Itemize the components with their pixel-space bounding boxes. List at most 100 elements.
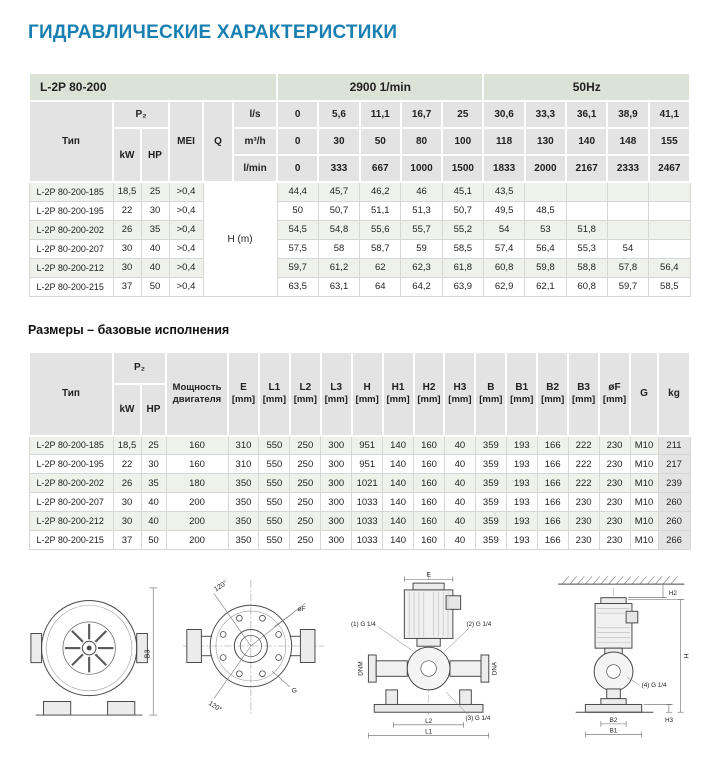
value-cell: 160 bbox=[413, 454, 445, 474]
value-cell: 50 bbox=[140, 530, 167, 550]
value-cell: 193 bbox=[505, 473, 538, 493]
value-cell: 140 bbox=[382, 435, 415, 455]
flow-value-cell: 41,1 bbox=[647, 100, 692, 129]
table-row: L-2P 80-200-215 37 50 200 350 550 250 300 1033 14… bbox=[28, 530, 691, 550]
b2-dimension-line bbox=[600, 720, 627, 727]
value-cell: 58,7 bbox=[359, 238, 402, 259]
value-cell: 140 bbox=[382, 530, 415, 550]
value-cell: 230 bbox=[598, 435, 631, 455]
dim-label-angle-bottom: 120° bbox=[207, 699, 223, 714]
bolt-holes bbox=[219, 614, 283, 678]
value-cell: 350 bbox=[227, 473, 260, 493]
header-mei: MEI bbox=[168, 100, 204, 183]
value-cell: 50,7 bbox=[441, 200, 484, 221]
value-cell: 57,4 bbox=[482, 238, 526, 259]
value-cell: 160 bbox=[413, 435, 445, 455]
value-cell: 40 bbox=[140, 257, 170, 278]
value-cell: 350 bbox=[227, 511, 260, 531]
table-band-row: L-2P 80-200 2900 1/min 50Hz bbox=[27, 72, 691, 102]
value-cell: 50,7 bbox=[317, 200, 361, 221]
header-dim-H3: H3 [mm] bbox=[443, 350, 477, 437]
plug1-label: (1) G 1/4 bbox=[351, 621, 376, 628]
value-cell: 55,2 bbox=[441, 219, 484, 240]
value-cell: 250 bbox=[289, 473, 322, 493]
value-cell: 222 bbox=[567, 454, 600, 474]
dim-label-b3: B3 bbox=[142, 649, 151, 658]
value-cell: 230 bbox=[598, 492, 631, 512]
flow-value-cell: 38,9 bbox=[606, 100, 650, 129]
value-cell: 37 bbox=[112, 530, 142, 550]
value-cell: 230 bbox=[567, 511, 600, 531]
header-dim-H2: H2 [mm] bbox=[412, 350, 446, 437]
value-cell: 56,4 bbox=[524, 238, 567, 259]
value-cell: 193 bbox=[505, 492, 538, 512]
value-cell: 30 bbox=[112, 238, 142, 259]
flow-value-cell: 2000 bbox=[523, 154, 568, 183]
value-cell: 60,8 bbox=[482, 257, 526, 278]
header-dim-H: H [mm] bbox=[350, 350, 384, 437]
value-cell: 57,8 bbox=[606, 257, 650, 278]
motor-fins bbox=[408, 591, 449, 637]
value-cell: 300 bbox=[320, 511, 353, 531]
value-cell: 55,3 bbox=[565, 238, 608, 259]
flow-value-cell: 155 bbox=[647, 127, 692, 156]
table-row: L-2P 80-200-195 22 30 160 310 550 250 300 951 140… bbox=[28, 454, 691, 474]
value-cell: 26 bbox=[112, 473, 142, 493]
value-cell: 51,1 bbox=[359, 200, 402, 221]
flow-value-cell: 2167 bbox=[565, 154, 609, 183]
value-cell: 55,6 bbox=[359, 219, 402, 240]
dim-label-h: H bbox=[683, 653, 690, 658]
header-motor-power: Мощность двигателя bbox=[165, 350, 229, 437]
value-cell: 166 bbox=[536, 473, 569, 493]
pump-top-view-drawing: 120° 120° øF G bbox=[182, 579, 325, 716]
value-cell: 350 bbox=[227, 492, 260, 512]
value-cell: 250 bbox=[289, 530, 322, 550]
angle-lines bbox=[213, 593, 306, 699]
value-cell: 35 bbox=[140, 473, 167, 493]
dim-label-e: E bbox=[426, 571, 431, 578]
value-cell: 46,2 bbox=[359, 181, 402, 202]
flow-unit-m3h: m³/h bbox=[231, 127, 279, 156]
flow-value-cell: 25 bbox=[441, 100, 485, 129]
plug2-label: (2) G 1/4 bbox=[466, 621, 491, 628]
plug4-label: (4) G 1/4 bbox=[641, 682, 666, 689]
value-cell: 200 bbox=[165, 511, 229, 531]
value-cell bbox=[606, 181, 650, 202]
value-cell bbox=[565, 200, 608, 221]
value-cell: 550 bbox=[258, 492, 291, 512]
value-cell: 211 bbox=[657, 435, 691, 455]
value-cell: 63,9 bbox=[441, 276, 484, 297]
flow-value-cell: 2467 bbox=[647, 154, 692, 183]
table-row: L-2P 80-200-202 26 35 >0,4 54,5 54,8 55,6 55,7 5… bbox=[28, 219, 691, 240]
value-cell: 300 bbox=[320, 435, 353, 455]
flow-value-cell: 1000 bbox=[399, 154, 444, 183]
dimensions-table: Тип P₂ Мощность двигателя E [mm] L1 [mm] L2[… bbox=[28, 350, 691, 550]
value-cell: 62,1 bbox=[524, 276, 567, 297]
value-cell: 53 bbox=[524, 219, 567, 240]
dim-label-l1: L1 bbox=[425, 729, 433, 736]
flow-value-cell: 11,1 bbox=[358, 100, 402, 129]
value-cell: 30 bbox=[140, 200, 170, 221]
hydraulic-table: L-2P 80-200 2900 1/min 50Hz Тип P₂ MEI Q… bbox=[27, 72, 692, 297]
header-kw: kW bbox=[112, 382, 142, 437]
value-cell: 63,1 bbox=[317, 276, 361, 297]
value-cell: 30 bbox=[140, 454, 167, 474]
pump-inline-front-drawing: E bbox=[351, 571, 498, 739]
value-cell: 63,5 bbox=[276, 276, 319, 297]
value-cell: M10 bbox=[629, 492, 659, 512]
header-type: Тип bbox=[28, 350, 114, 437]
value-cell: 193 bbox=[505, 511, 538, 531]
value-cell: 30 bbox=[112, 257, 142, 278]
value-cell: 54,5 bbox=[276, 219, 319, 240]
value-cell: 310 bbox=[227, 435, 260, 455]
value-cell: 359 bbox=[474, 530, 507, 550]
table-row: L-2P 80-200-185 18,5 25 >0,4 H (m) 44,4 45,7 46… bbox=[28, 181, 691, 297]
header-p2: P₂ bbox=[112, 350, 167, 385]
value-cell: 62 bbox=[359, 257, 402, 278]
b1-dimension-line bbox=[584, 731, 642, 738]
value-cell: 160 bbox=[413, 492, 445, 512]
value-cell: M10 bbox=[629, 530, 659, 550]
value-cell: 25 bbox=[140, 435, 167, 455]
value-cell: 30 bbox=[112, 511, 142, 531]
value-cell: 250 bbox=[289, 511, 322, 531]
